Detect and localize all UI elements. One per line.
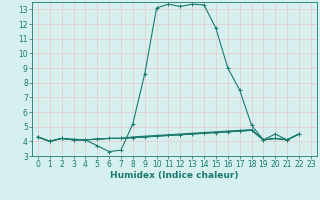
X-axis label: Humidex (Indice chaleur): Humidex (Indice chaleur) [110, 171, 239, 180]
